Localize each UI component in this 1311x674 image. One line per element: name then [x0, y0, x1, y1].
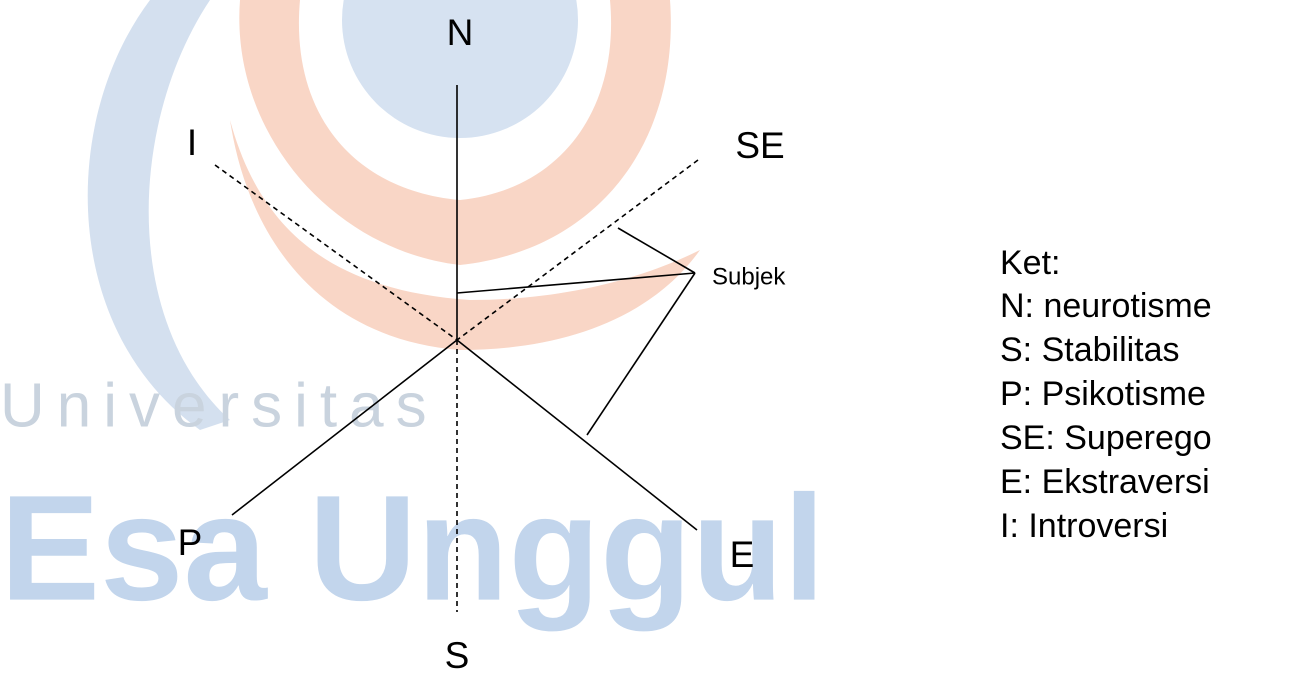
axis-label: S	[445, 635, 470, 674]
legend-title: Ket:	[1000, 244, 1060, 282]
legend-item: SE: Superego	[1000, 419, 1212, 457]
legend-item: P: Psikotisme	[1000, 375, 1206, 413]
legend-item: S: Stabilitas	[1000, 331, 1180, 369]
axis-label: SE	[735, 125, 784, 166]
axis-label: N	[447, 12, 474, 53]
diagram: Universitas Esa Unggul N S I SE P E Subj…	[0, 0, 1311, 674]
axis-label: I	[187, 122, 197, 163]
watermark-arc	[88, 0, 230, 430]
watermark: Universitas Esa Unggul	[0, 0, 825, 632]
legend-item: E: Ekstraversi	[1000, 463, 1210, 501]
projection-line	[618, 228, 695, 273]
axis-label: P	[178, 522, 203, 563]
watermark-text: Esa Unggul	[0, 464, 825, 632]
page: {"axes": {"n": "N", "s": "S", "i": "I", …	[0, 0, 1311, 674]
axis-label: E	[730, 534, 755, 575]
legend: Ket: N: neurotisme S: Stabilitas P: Psikot…	[1000, 244, 1212, 545]
legend-item: I: Introversi	[1000, 507, 1168, 545]
legend-item: N: neurotisme	[1000, 287, 1212, 325]
subject-label: Subjek	[712, 263, 786, 290]
